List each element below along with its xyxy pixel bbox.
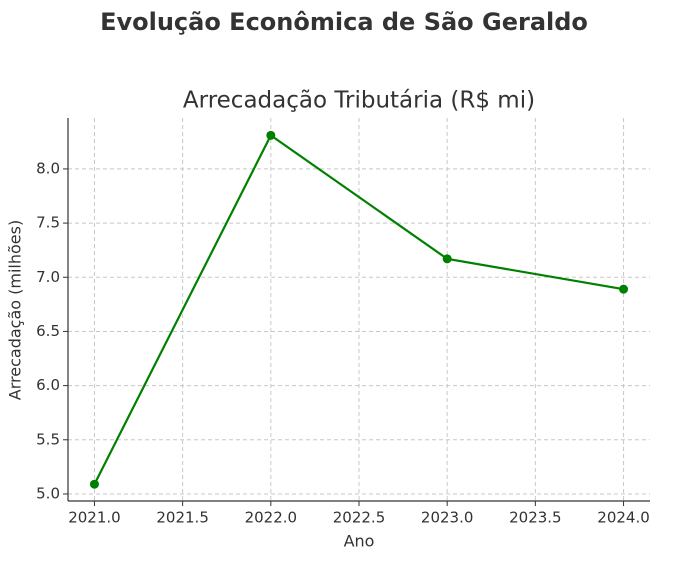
x-axis-label: Ano [344,532,375,551]
x-tick-label: 2023.0 [421,509,474,527]
y-tick-label: 5.0 [36,484,60,502]
suptitle: Evolução Econômica de São Geraldo [100,8,588,36]
x-tick-label: 2022.5 [333,509,386,527]
x-tick-label: 2023.5 [509,509,562,527]
data-point [89,479,99,489]
data-point [619,284,629,294]
y-tick-label: 6.0 [36,376,60,394]
data-line [93,133,624,485]
y-tick-label: 6.5 [36,322,60,340]
data-point [442,254,452,264]
y-axis-label: Arrecadação (milhões) [6,220,25,400]
y-tick-label: 7.5 [36,214,60,232]
y-tick-label: 5.5 [36,430,60,448]
x-tick-label: 2022.0 [245,509,298,527]
chart-title: Arrecadação Tributária (R$ mi) [183,88,535,114]
x-tick-label: 2021.0 [68,509,121,527]
x-tick-label: 2024.0 [597,509,650,527]
data-point [266,130,276,140]
y-tick-label: 8.0 [36,159,60,177]
x-tick-label: 2021.5 [156,509,209,527]
y-tick-label: 7.0 [36,268,60,286]
